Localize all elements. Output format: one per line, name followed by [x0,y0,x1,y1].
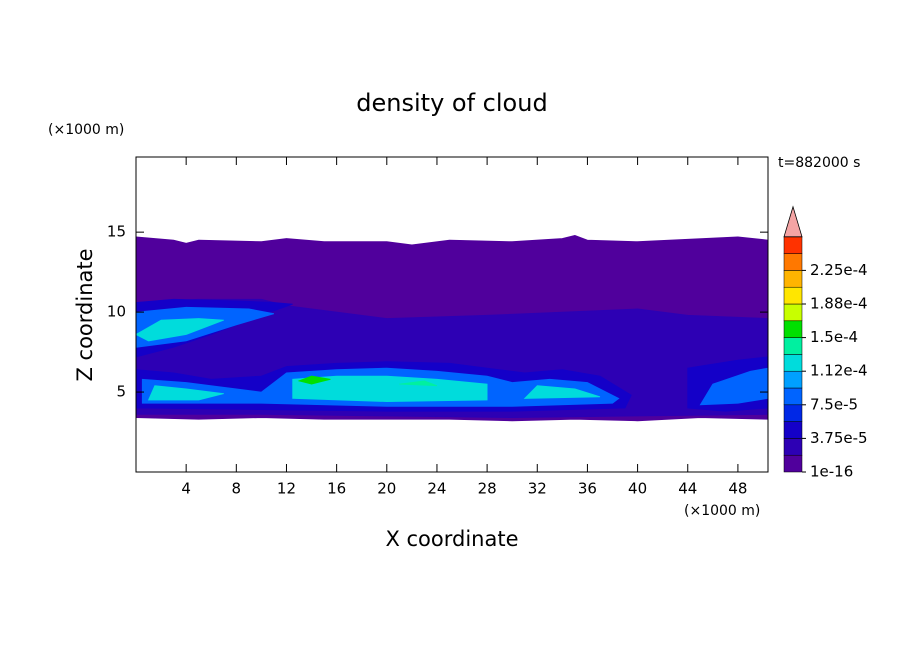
y-axis-label: Z coordinate [73,248,97,381]
x-tick-label: 28 [478,480,497,498]
x-tick-label: 16 [327,480,346,498]
colorbar-box [783,438,803,456]
x-unit: (×1000 m) [684,503,760,519]
y-tick-label: 10 [107,303,126,321]
x-tick-label: 36 [578,480,597,498]
contour-region [523,385,601,399]
y-tick-label: 15 [107,223,126,241]
contour-region [297,375,331,385]
colorbar-box [783,303,803,322]
colorbar-box [783,421,803,439]
colorbar-box [783,370,803,389]
colorbar-tick-label: 1.5e-4 [810,328,858,346]
colorbar-box [783,337,803,355]
contour-region [399,380,438,387]
x-tick-label: 4 [181,480,191,498]
contour-region [699,367,768,406]
colorbar-box [783,387,803,406]
plot-frame [135,156,769,473]
colorbar-box [783,320,803,338]
contour-fills [136,234,768,422]
x-tick-label: 20 [377,480,396,498]
x-axis-label: X coordinate [385,527,518,551]
colorbar-box [783,454,803,473]
y-unit: (×1000 m) [48,122,124,138]
x-tick-label: 40 [628,480,647,498]
colorbar-box [783,286,803,305]
colorbar-tick-label: 3.75e-5 [810,429,868,447]
colorbar-tick-label: 1.12e-4 [810,362,868,380]
colorbar-tick-label: 1e-16 [810,463,853,481]
y-tick-label: 5 [116,383,126,401]
x-tick-label: 8 [232,480,242,498]
colorbar-tick-label: 1.88e-4 [810,295,868,313]
colorbar-box [783,236,803,254]
chart-title: density of cloud [356,89,547,117]
x-tick-label: 12 [277,480,296,498]
colorbar-extend [783,205,803,238]
colorbar-tick-label: 2.25e-4 [810,261,868,279]
x-tick-label: 32 [528,480,547,498]
contour-region [136,318,224,342]
colorbar-tick-label: 7.5e-5 [810,395,858,413]
time-label: t=882000 s [778,155,860,171]
contour-region [147,385,224,401]
x-tick-label: 24 [427,480,446,498]
colorbar-box [783,404,803,422]
colorbar-box [783,253,803,271]
x-tick-label: 48 [728,480,747,498]
colorbar-box [783,270,803,288]
x-tick-label: 44 [678,480,697,498]
colorbar-box [783,354,803,372]
